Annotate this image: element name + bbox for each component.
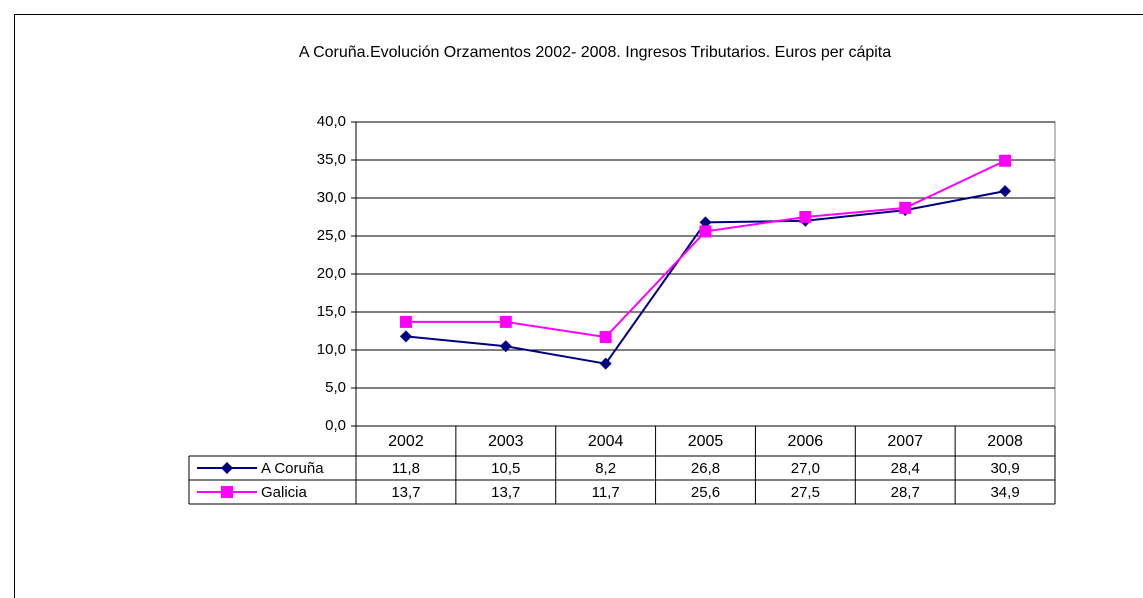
table-value: 13,7 bbox=[491, 484, 520, 501]
legend-label: Galicia bbox=[261, 484, 308, 501]
data-point bbox=[699, 225, 712, 238]
series-line bbox=[405, 159, 1006, 339]
table-value: 28,7 bbox=[891, 484, 920, 501]
table-value: 28,4 bbox=[891, 460, 920, 477]
y-tick-label: 30,0 bbox=[317, 189, 346, 206]
table-value: 11,7 bbox=[592, 484, 620, 501]
y-tick-label: 10,0 bbox=[317, 341, 346, 358]
table-value: 10,5 bbox=[491, 460, 520, 477]
x-tick-label: 2006 bbox=[788, 433, 824, 450]
chart-title: A Coruña.Evolución Orzamentos 2002- 2008… bbox=[299, 44, 891, 61]
data-point bbox=[799, 211, 812, 223]
data-point bbox=[499, 340, 512, 353]
y-tick-label: 15,0 bbox=[317, 303, 346, 320]
table-value: 27,5 bbox=[791, 484, 820, 501]
data-point bbox=[899, 201, 912, 214]
data-point bbox=[599, 357, 612, 370]
y-tick-label: 35,0 bbox=[317, 151, 346, 168]
table-value: 27,0 bbox=[791, 460, 820, 477]
x-tick-label: 2005 bbox=[688, 433, 724, 450]
y-tick-label: 40,0 bbox=[317, 113, 346, 130]
data-point bbox=[599, 331, 612, 344]
data-point bbox=[499, 315, 512, 328]
x-tick-label: 2002 bbox=[388, 433, 424, 450]
x-tick-label: 2003 bbox=[488, 433, 524, 450]
data-point bbox=[399, 315, 412, 328]
x-tick-label: 2007 bbox=[887, 433, 923, 450]
table-value: 34,9 bbox=[990, 484, 1019, 501]
table-value: 26,8 bbox=[691, 460, 720, 477]
y-tick-label: 20,0 bbox=[317, 265, 346, 282]
y-tick-label: 0,0 bbox=[325, 417, 346, 434]
data-point bbox=[699, 216, 712, 229]
table-value: 25,6 bbox=[691, 484, 720, 501]
legend-label: A Coruña bbox=[261, 460, 324, 477]
legend-marker bbox=[221, 486, 233, 498]
y-tick-label: 5,0 bbox=[325, 379, 346, 396]
table-value: 8,2 bbox=[595, 460, 616, 477]
table-value: 30,9 bbox=[990, 460, 1019, 477]
data-point bbox=[399, 330, 412, 343]
y-tick-label: 25,0 bbox=[317, 227, 346, 244]
x-tick-label: 2004 bbox=[588, 433, 624, 450]
x-tick-label: 2008 bbox=[987, 433, 1023, 450]
data-point bbox=[999, 154, 1012, 167]
data-point bbox=[999, 185, 1012, 198]
table-value: 13,7 bbox=[391, 484, 420, 501]
table-value: 11,8 bbox=[392, 460, 420, 477]
legend-marker bbox=[221, 462, 233, 474]
